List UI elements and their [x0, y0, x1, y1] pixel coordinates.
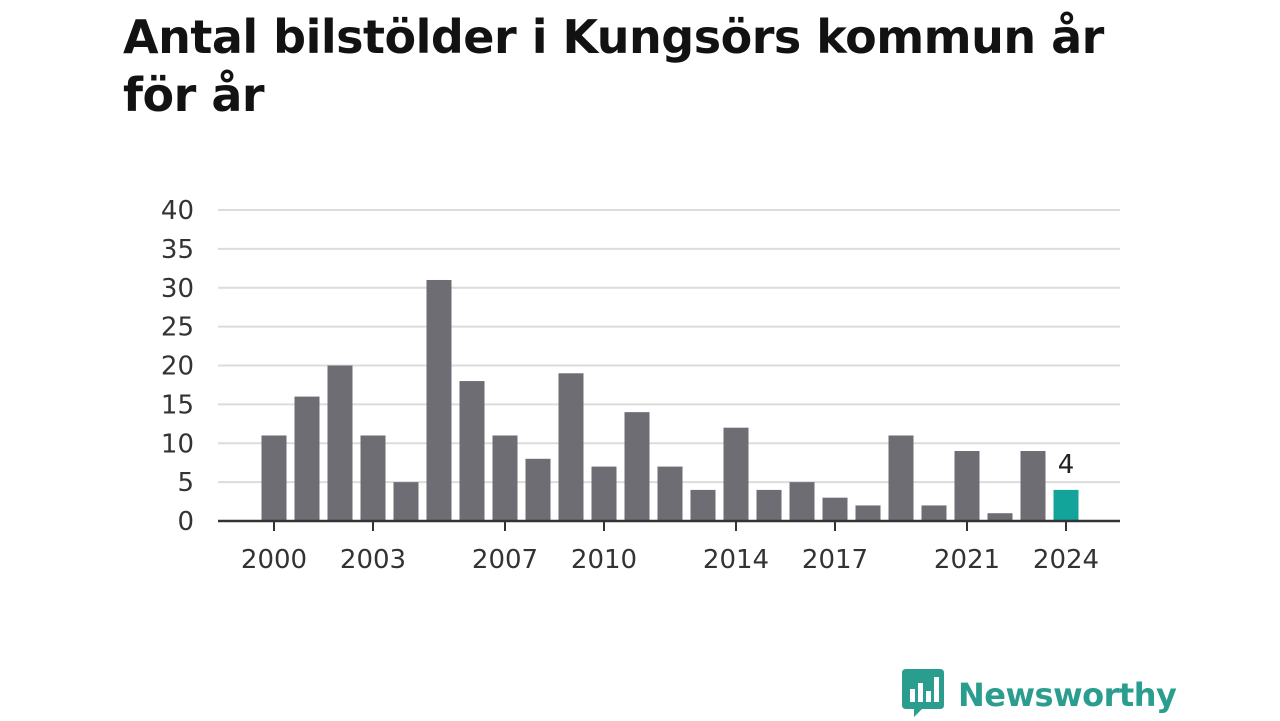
bar-2021	[954, 451, 980, 521]
gridlines	[218, 209, 1120, 484]
bar-2020	[921, 505, 947, 521]
bar-2001	[294, 396, 320, 521]
x-tick-label: 2000	[241, 545, 307, 575]
bar-2019	[888, 435, 914, 521]
x-tick-label: 2010	[571, 545, 637, 575]
bar-2012	[657, 466, 683, 521]
bar-2007	[492, 435, 518, 521]
bar-chart: 0 5 10 15 20 25 30 35 40 2000 2003 2007 2010 2014 201…	[161, 196, 1120, 575]
x-tick-label: 2014	[703, 545, 769, 575]
bar-2008	[525, 458, 551, 521]
y-tick-label: 0	[177, 507, 194, 537]
newsworthy-logo: Newsworthy	[902, 669, 1177, 721]
bar-2003	[360, 435, 386, 521]
x-tick-label: 2017	[802, 545, 868, 575]
bar-2016	[789, 482, 815, 521]
y-tick-label: 35	[161, 235, 194, 265]
y-tick-label: 40	[161, 196, 194, 226]
bar-2015	[756, 489, 782, 521]
annotations: 4	[1058, 450, 1075, 480]
bar-2004	[393, 482, 419, 521]
x-tick-label: 2024	[1033, 545, 1099, 575]
x-tick-label: 2021	[934, 545, 1000, 575]
bar-2018	[855, 505, 881, 521]
y-tick-label: 20	[161, 352, 194, 382]
x-tick-label: 2003	[340, 545, 406, 575]
bar-2013	[690, 489, 716, 521]
y-tick-label: 15	[161, 390, 194, 420]
chart-title: Antal bilstölder i Kungsörs kommun år fö…	[123, 10, 1104, 122]
y-tick-label: 30	[161, 274, 194, 304]
y-axis-ticks: 0 5 10 15 20 25 30 35 40	[161, 196, 194, 537]
highlight-value-label: 4	[1058, 450, 1075, 480]
bar-2009	[558, 373, 584, 521]
bar-2005	[426, 279, 452, 521]
x-axis-ticks: 2000 2003 2007 2010 2014 2017 2021 2024	[241, 521, 1099, 575]
bars	[261, 279, 1079, 521]
brand-name: Newsworthy	[958, 676, 1177, 714]
y-tick-label: 25	[161, 313, 194, 343]
bar-2006	[459, 381, 485, 521]
x-tick-label: 2007	[472, 545, 538, 575]
bar-2017	[822, 497, 848, 521]
bar-2024	[1053, 489, 1079, 521]
bar-2014	[723, 427, 749, 521]
y-tick-label: 5	[177, 468, 194, 498]
newsworthy-chart-bubble-icon	[902, 669, 944, 721]
bar-2022	[987, 513, 1013, 521]
bar-2000	[261, 435, 287, 521]
bar-2011	[624, 412, 650, 521]
bar-2010	[591, 466, 617, 521]
y-tick-label: 10	[161, 429, 194, 459]
bar-2002	[327, 365, 353, 521]
bar-2023	[1020, 451, 1046, 521]
